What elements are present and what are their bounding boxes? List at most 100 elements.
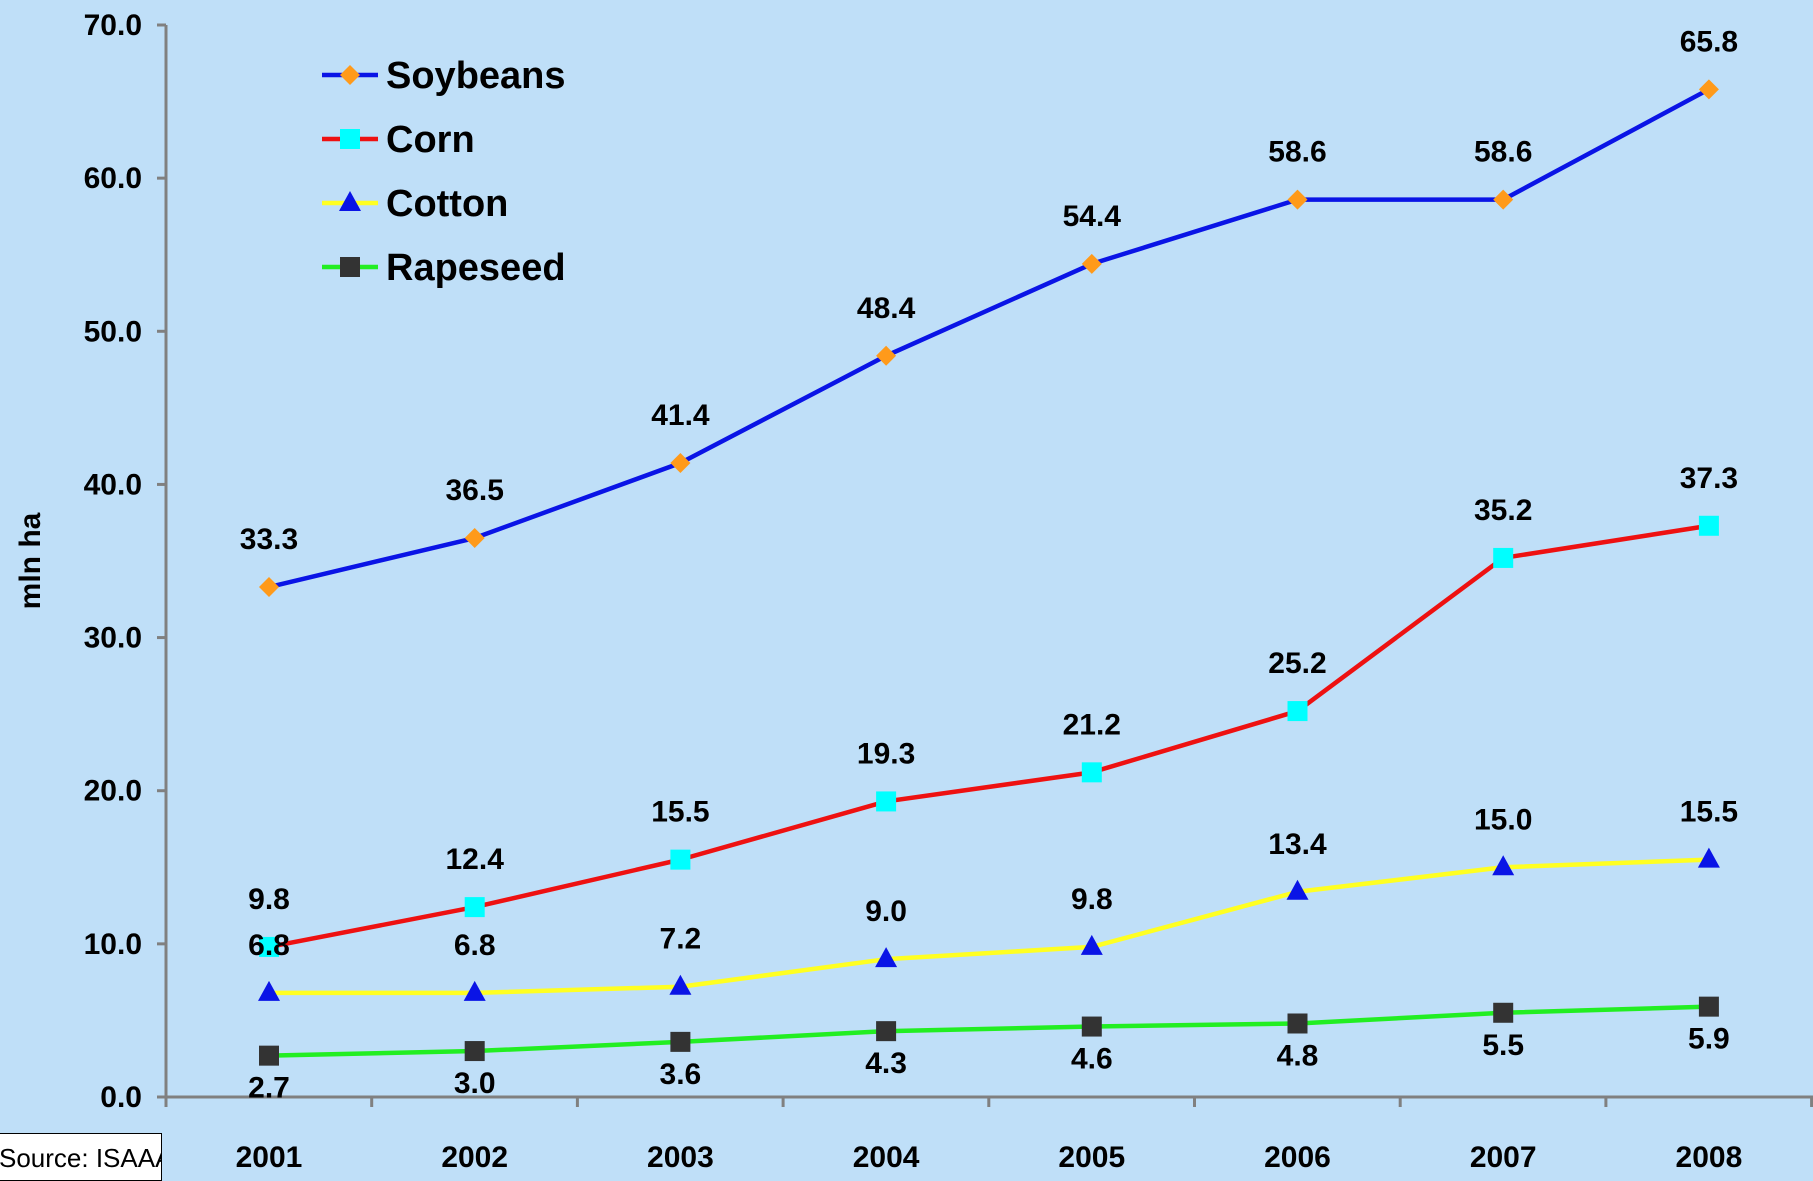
data-point-corn	[876, 791, 897, 812]
series-line-soybeans	[268, 87, 1710, 590]
data-label-rapeseed: 5.5	[1482, 1029, 1524, 1062]
y-tick-label: 0.0	[100, 1081, 142, 1114]
data-point-soybeans	[1493, 189, 1514, 210]
data-label-soybeans: 65.8	[1680, 25, 1738, 58]
data-point-cotton	[875, 947, 898, 968]
data-point-cotton	[463, 980, 486, 1001]
data-label-cotton: 9.0	[865, 895, 907, 928]
series-lines	[258, 79, 1720, 1066]
data-labels: 33.3 36.5 41.4 48.4 54.4 58.6 58.6 65.8 9.8 12.4 1…	[240, 25, 1738, 1104]
x-tick-label: 2005	[1058, 1141, 1125, 1171]
legend-label-soybeans: Soybeans	[386, 55, 566, 97]
data-label-cotton: 9.8	[1071, 883, 1113, 916]
data-label-corn: 12.4	[446, 843, 505, 876]
y-tick-label: 50.0	[84, 315, 142, 348]
data-point-corn	[670, 849, 691, 870]
data-label-corn: 37.3	[1680, 462, 1738, 495]
data-point-soybeans	[876, 345, 897, 366]
series-line-cotton	[269, 857, 1709, 996]
legend-marker-rapeseed	[340, 257, 360, 277]
data-point-soybeans	[464, 528, 485, 549]
data-label-corn: 9.8	[248, 883, 290, 916]
data-point-cotton	[1492, 855, 1515, 876]
data-label-rapeseed: 2.7	[248, 1072, 290, 1105]
x-tick-label: 2008	[1676, 1141, 1743, 1171]
data-label-rapeseed: 4.8	[1277, 1039, 1319, 1072]
data-point-cotton	[669, 974, 692, 995]
data-point-soybeans	[670, 452, 691, 473]
data-label-soybeans: 48.4	[857, 292, 916, 325]
x-tick-label: 2007	[1470, 1141, 1537, 1171]
y-tick-label: 40.0	[84, 468, 142, 501]
data-point-cotton	[1697, 847, 1720, 868]
data-point-soybeans	[1698, 79, 1719, 100]
data-point-corn	[1493, 547, 1514, 568]
legend-marker-cotton	[339, 191, 361, 211]
data-label-rapeseed: 4.6	[1071, 1043, 1113, 1076]
data-point-rapeseed	[464, 1041, 485, 1062]
data-label-soybeans: 33.3	[240, 523, 298, 556]
data-label-rapeseed: 5.9	[1688, 1023, 1730, 1056]
data-label-cotton: 6.8	[454, 929, 496, 962]
data-point-rapeseed	[1493, 1002, 1514, 1023]
source-note: Source: ISAAA	[0, 1133, 162, 1181]
data-point-cotton	[258, 980, 280, 1001]
data-point-rapeseed	[259, 1045, 279, 1066]
data-label-corn: 15.5	[651, 796, 709, 829]
data-label-cotton: 15.0	[1474, 803, 1532, 836]
data-point-corn	[259, 936, 279, 957]
data-label-rapeseed: 3.0	[454, 1067, 496, 1100]
data-point-rapeseed	[670, 1031, 691, 1052]
data-point-corn	[464, 897, 485, 918]
data-label-corn: 19.3	[857, 737, 915, 770]
data-label-soybeans: 58.6	[1474, 136, 1532, 169]
data-point-rapeseed	[876, 1021, 897, 1042]
legend-label-corn: Corn	[386, 119, 475, 161]
data-label-cotton: 15.5	[1680, 796, 1738, 829]
data-label-soybeans: 41.4	[651, 399, 710, 432]
legend-marker-soybeans	[340, 65, 360, 85]
data-label-cotton: 13.4	[1268, 828, 1327, 861]
data-label-corn: 25.2	[1268, 647, 1326, 680]
series-line-rapeseed	[268, 1004, 1709, 1058]
y-tick-label: 10.0	[84, 928, 142, 961]
data-point-rapeseed	[1698, 996, 1719, 1017]
data-label-soybeans: 54.4	[1063, 200, 1122, 233]
y-tick-label: 30.0	[84, 622, 142, 655]
data-label-rapeseed: 3.6	[660, 1058, 702, 1091]
x-tick-label: 2002	[441, 1141, 508, 1171]
legend-label-rapeseed: Rapeseed	[386, 247, 566, 289]
legend: Soybeans Corn Cotton Rapeseed	[322, 55, 566, 289]
data-point-rapeseed	[1287, 1013, 1308, 1034]
legend-label-cotton: Cotton	[386, 183, 508, 225]
data-label-soybeans: 36.5	[446, 474, 504, 507]
legend-marker-corn	[340, 129, 360, 149]
data-point-corn	[1081, 762, 1102, 783]
data-point-corn	[1287, 701, 1308, 722]
data-label-rapeseed: 4.3	[865, 1047, 907, 1080]
data-point-soybeans	[1287, 189, 1308, 210]
y-tick-label: 70.0	[84, 9, 142, 42]
data-label-soybeans: 58.6	[1268, 136, 1326, 169]
x-tick-label: 2004	[853, 1141, 920, 1171]
x-tick-label: 2001	[236, 1141, 303, 1171]
data-label-cotton: 7.2	[660, 923, 702, 956]
data-point-rapeseed	[1081, 1016, 1102, 1037]
data-point-cotton	[1286, 879, 1309, 900]
data-point-soybeans	[259, 577, 279, 598]
data-label-corn: 21.2	[1063, 708, 1121, 741]
data-point-cotton	[1080, 934, 1103, 955]
data-label-cotton: 6.8	[248, 929, 290, 962]
data-point-soybeans	[1081, 253, 1102, 274]
data-point-corn	[1698, 515, 1719, 536]
axes: 0.0 10.0 20.0 30.0 40.0 50.0 60.0 70.0 2001 2002 2…	[14, 9, 1813, 1174]
y-tick-label: 60.0	[84, 162, 142, 195]
x-tick-label: 2003	[647, 1141, 714, 1171]
data-label-corn: 35.2	[1474, 494, 1532, 527]
series-line-corn	[268, 523, 1710, 950]
y-axis-title: mln ha	[14, 512, 47, 609]
y-tick-label: 20.0	[84, 775, 142, 808]
x-tick-label: 2006	[1264, 1141, 1331, 1171]
